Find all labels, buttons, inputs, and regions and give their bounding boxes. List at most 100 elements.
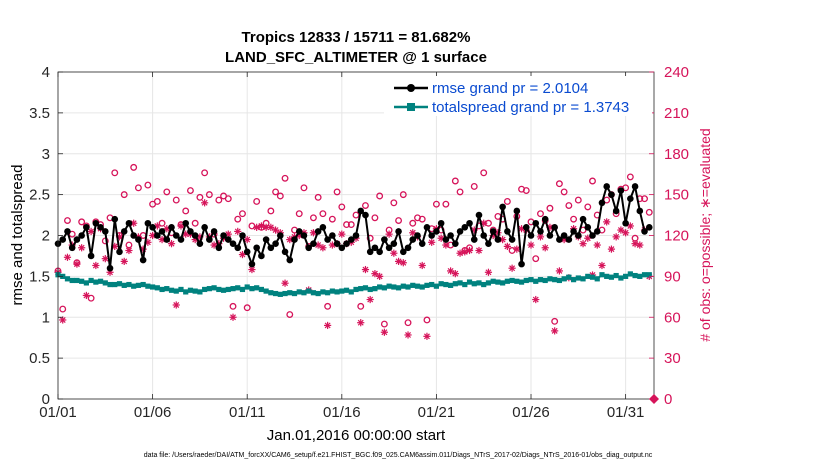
y-axis-ticks: 0 0.5 1 1.5 2 2.5 3 3.5 4 xyxy=(29,64,63,408)
obs-possible-point xyxy=(555,180,563,188)
asterisk-stroke xyxy=(452,270,459,277)
rmse-point xyxy=(541,215,549,223)
totalspread-point xyxy=(254,285,260,291)
totalspread-point xyxy=(585,273,591,279)
totalspread-point xyxy=(301,290,307,296)
rmse-point xyxy=(324,236,331,243)
obs-possible-point xyxy=(480,169,488,177)
rmse-point xyxy=(135,236,142,243)
totalspread-point xyxy=(395,285,402,291)
totalspread-point xyxy=(159,286,165,293)
y-tick-label: 4 xyxy=(42,64,50,81)
obs-evaluated-point xyxy=(636,241,644,249)
rmse-point xyxy=(343,240,350,247)
asterisk-stroke xyxy=(504,243,511,250)
obs-possible-point xyxy=(186,187,194,194)
totalspread-series xyxy=(55,271,652,297)
obs-evaluated-point xyxy=(541,244,549,252)
obs-evaluated-point xyxy=(167,240,176,248)
asterisk-stroke xyxy=(532,296,539,303)
obs-possible-point xyxy=(309,214,317,222)
obs-evaluated-point xyxy=(603,218,611,226)
rmse-point xyxy=(97,224,104,231)
rmse-point xyxy=(314,228,322,235)
totalspread-point xyxy=(462,281,468,288)
rmse-point xyxy=(163,236,171,243)
rmse-point xyxy=(201,224,208,231)
obs-possible-series xyxy=(54,163,653,328)
obs-evaluated-point xyxy=(324,321,332,330)
obs-possible-point xyxy=(565,202,573,209)
obs-evaluated-point xyxy=(82,291,90,300)
obs-possible-point xyxy=(300,184,308,192)
obs-possible-point xyxy=(59,305,67,313)
obs-possible-point xyxy=(64,217,71,224)
asterisk-stroke xyxy=(608,246,615,253)
rmse-point xyxy=(329,232,336,239)
asterisk-stroke xyxy=(509,265,516,272)
asterisk-stroke xyxy=(315,242,322,249)
totalspread-point xyxy=(310,290,317,296)
asterisk-stroke xyxy=(248,266,255,273)
totalspread-point xyxy=(504,278,510,284)
totalspread-point xyxy=(150,284,156,290)
totalspread-point xyxy=(471,281,477,287)
x-tick-label: 01/31 xyxy=(607,404,645,421)
obs-evaluated-point xyxy=(484,268,493,276)
rmse-point xyxy=(390,240,398,247)
totalspread-point xyxy=(339,288,345,294)
obs-possible-point xyxy=(626,173,634,181)
asterisk-stroke xyxy=(447,267,454,274)
y-right-tick-label: 120 xyxy=(664,228,689,245)
totalspread-point xyxy=(116,281,123,287)
obs-possible-point xyxy=(196,193,204,201)
asterisk-stroke xyxy=(400,259,407,266)
asterisk-stroke xyxy=(78,244,85,251)
rmse-point xyxy=(527,232,535,239)
totalspread-point xyxy=(74,277,80,284)
totalspread-point xyxy=(220,287,227,293)
obs-evaluated-point xyxy=(499,235,507,244)
asterisk-stroke xyxy=(613,233,620,240)
x-axis-ticks: 01/01 01/06 01/11 01/16 01/21 01/26 01/31 xyxy=(39,72,644,421)
rmse-point xyxy=(641,228,648,235)
rmse-point xyxy=(385,244,393,252)
rmse-point xyxy=(404,244,412,252)
legend-spread-marker xyxy=(407,103,415,111)
obs-evaluated-point xyxy=(361,265,370,274)
rmse-point xyxy=(456,228,464,235)
totalspread-point xyxy=(410,282,416,288)
legend: rmse grand pr = 2.0104 totalspread grand… xyxy=(384,76,652,116)
rmse-point xyxy=(570,228,577,235)
obs-evaluated-point xyxy=(555,267,563,275)
rmse-point xyxy=(556,236,563,243)
rmse-point xyxy=(428,232,435,239)
rmse-point xyxy=(333,240,341,247)
obs-evaluated-point xyxy=(428,238,436,246)
totalspread-point xyxy=(202,286,208,293)
rmse-point xyxy=(362,211,369,219)
rmse-point xyxy=(551,224,558,231)
obs-possible-point xyxy=(423,316,431,324)
obs-possible-point xyxy=(205,191,213,199)
rmse-point xyxy=(305,244,312,252)
asterisk-stroke xyxy=(371,270,378,277)
totalspread-point xyxy=(533,278,539,284)
asterisk-stroke xyxy=(367,296,374,303)
obs-possible-point xyxy=(239,210,246,218)
totalspread-point xyxy=(235,285,241,291)
rmse-point xyxy=(546,232,554,239)
rmse-point xyxy=(537,228,544,235)
rmse-point xyxy=(589,232,596,239)
obs-evaluated-point xyxy=(622,229,630,237)
asterisk-stroke xyxy=(201,199,208,206)
rmse-point xyxy=(64,228,71,235)
obs-possible-point xyxy=(324,302,332,310)
obs-possible-point xyxy=(537,210,544,218)
rmse-point xyxy=(158,228,166,235)
obs-possible-point xyxy=(333,188,341,196)
y-right-axis-label: # of obs: o=possible; ∗=evaluated xyxy=(697,128,713,341)
obs-possible-point xyxy=(399,191,407,199)
obs-possible-point xyxy=(532,255,540,263)
